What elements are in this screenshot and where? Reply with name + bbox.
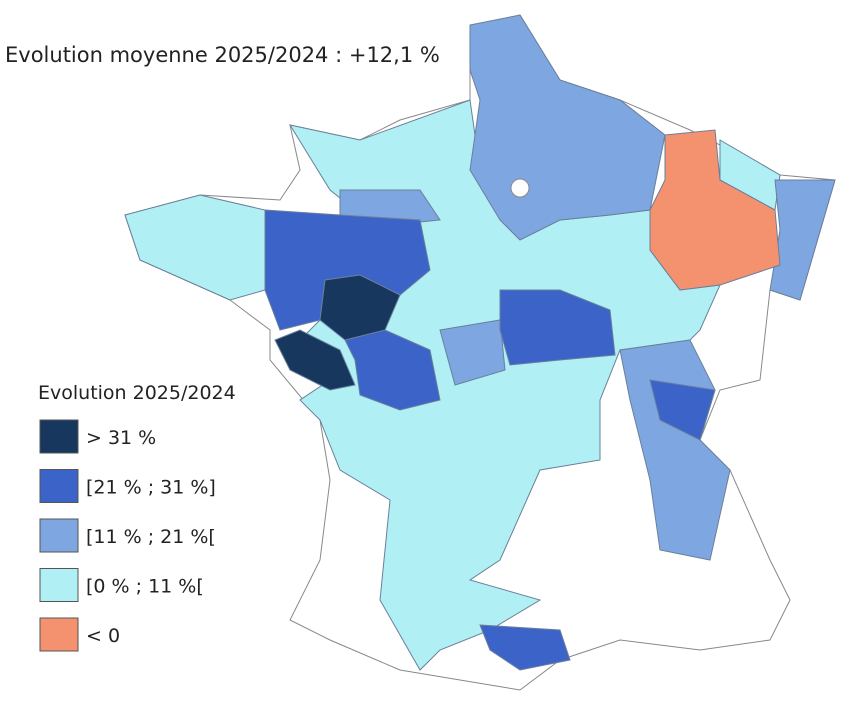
legend-label: > 31 % [86,427,156,449]
region [319,274,401,341]
region [499,289,616,366]
region [339,189,441,223]
paris [510,178,530,198]
region [344,329,441,411]
region [649,129,781,291]
legend-label: < 0 [86,625,120,647]
title: Evolution moyenne 2025/2024 : +12,1 % [5,43,440,67]
region [469,14,666,241]
legend-swatch [39,617,79,652]
legend-swatch [39,568,79,602]
legend-swatch [39,419,79,454]
region [649,379,716,441]
region [124,194,266,301]
region [274,329,356,391]
legend-label: [0 % ; 11 %[ [86,576,204,598]
region [769,179,836,301]
legend-title: Evolution 2025/2024 [38,382,236,404]
region [479,624,571,671]
region [439,319,506,386]
legend-swatch [39,518,79,553]
legend-label: [11 % ; 21 %[ [86,526,216,548]
legend-label: [21 % ; 31 %] [86,477,216,499]
legend-swatch [39,469,79,503]
